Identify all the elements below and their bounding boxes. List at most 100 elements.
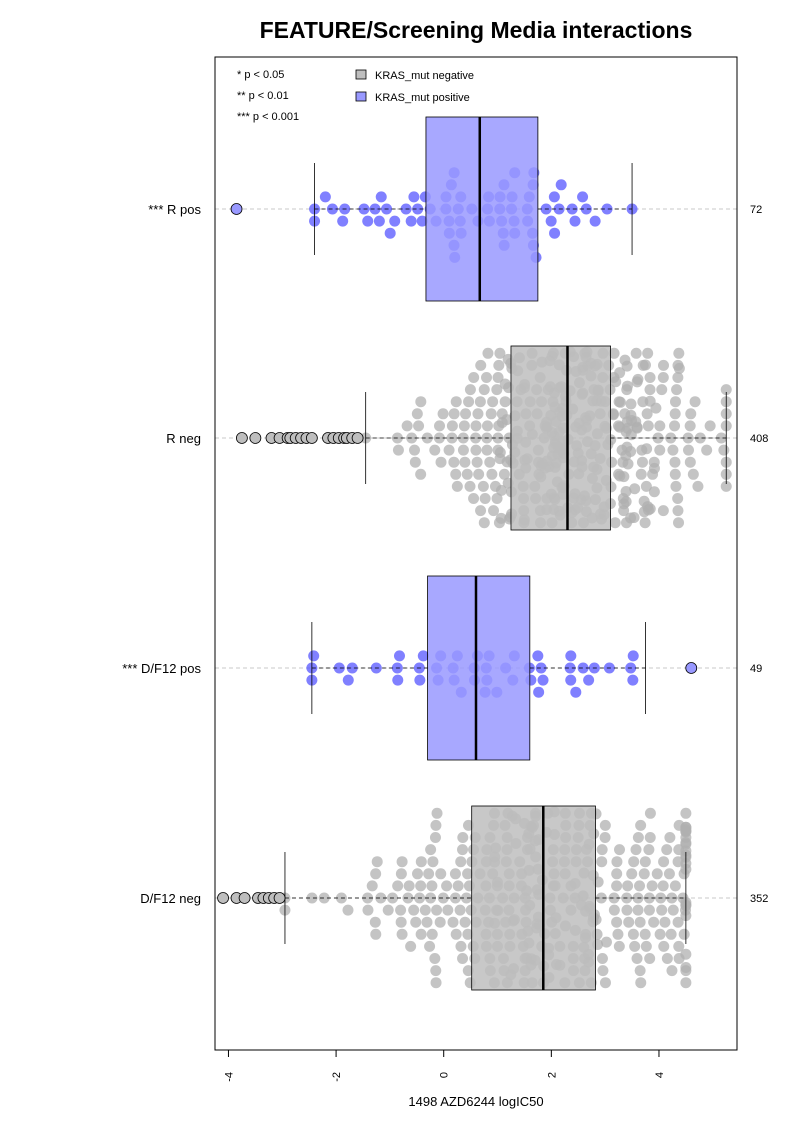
data-point [459,456,471,468]
data-point [631,422,643,434]
data-point [471,456,483,468]
data-point [470,444,482,456]
data-point [403,880,415,892]
data-point [435,868,447,880]
data-point [308,650,320,662]
data-point [669,396,681,408]
data-point [415,396,427,408]
data-point [621,904,633,916]
data-point [499,396,511,408]
data-point [491,493,503,504]
data-point [495,512,507,524]
data-point [447,916,459,928]
data-point [564,662,576,674]
data-point [494,347,506,359]
data-point [333,662,345,674]
data-point [599,832,611,843]
data-point [448,456,460,468]
data-point [672,505,684,517]
data-point [589,215,601,227]
data-point [416,215,428,227]
data-point [401,420,413,432]
data-point [429,444,441,456]
data-point [667,444,679,456]
chart-title: FEATURE/Screening Media interactions [260,17,693,43]
data-point [718,444,730,456]
data-point [430,977,442,989]
significance-legend: * p < 0.05 ** p < 0.01 *** p < 0.001 [237,69,299,123]
data-point [412,203,424,215]
data-point [689,396,701,408]
data-point [494,447,506,459]
data-point [621,360,633,372]
data-point [644,372,656,383]
data-point [448,408,460,420]
data-point [455,940,467,952]
data-point [396,856,408,868]
data-point [427,856,439,868]
data-point [666,892,678,904]
data-point [346,662,358,674]
data-point [720,480,732,492]
data-point [643,904,655,916]
data-point [673,940,685,952]
data-point [678,928,690,940]
data-point [413,420,425,432]
data-point [673,347,685,359]
data-point [648,916,660,928]
data-point [475,505,487,517]
data-point [430,819,442,831]
data-point [498,468,510,480]
data-point [412,868,424,880]
data-point [685,408,697,420]
data-point [417,650,429,662]
data-point [669,420,681,432]
data-point [638,868,650,880]
data-point [656,904,668,916]
data-point [464,384,476,396]
data-point [632,373,644,385]
data-point [639,517,651,529]
data-point [610,376,622,388]
data-point [419,904,431,916]
data-point [580,203,592,215]
data-point [457,444,469,456]
data-point [622,880,634,892]
data-point [635,468,647,480]
data-point [470,420,482,432]
data-point [570,686,582,698]
data-point [459,916,471,928]
data-point [441,880,453,892]
data-point [656,384,668,396]
x-axis: -4 -2 0 2 4 [223,1049,666,1082]
data-point [395,904,407,916]
data-point [392,674,404,686]
data-point [680,962,692,974]
data-point [460,408,472,420]
data-point [450,396,462,408]
data-point [426,880,438,892]
data-point [475,359,487,371]
data-point [443,444,455,456]
data-point [415,880,427,892]
data-point [535,662,547,674]
data-point [474,396,486,408]
data-point [629,483,641,495]
data-point [446,420,458,432]
data-point [545,215,557,227]
data-point [608,892,620,904]
data-point [548,191,560,203]
data-point [425,844,437,856]
data-point [426,928,438,940]
data-point [613,940,625,952]
data-point [406,432,418,444]
outlier-point [351,432,364,444]
data-point [481,444,493,456]
data-point [627,674,639,686]
data-point [672,916,684,928]
data-point [618,471,630,483]
data-point [640,940,652,952]
data-point [672,493,684,504]
data-point [639,856,651,868]
data-point [666,965,678,977]
